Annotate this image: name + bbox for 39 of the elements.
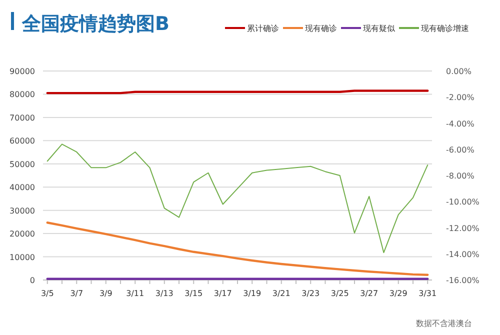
x-tick-label: 3/21 — [272, 289, 290, 298]
x-tick-label: 3/23 — [302, 289, 320, 298]
y-tick-label: 50000 — [10, 160, 35, 169]
x-tick-label: 3/17 — [214, 289, 232, 298]
y-tick-label: 90000 — [10, 67, 35, 76]
y-tick-label: 70000 — [10, 113, 35, 122]
y2-tick-label: -16.00% — [446, 276, 480, 285]
y-tick-label: 80000 — [10, 90, 35, 100]
x-tick-label: 3/9 — [99, 289, 112, 298]
y-tick-label: 60000 — [10, 136, 35, 146]
y2-tick-label: -4.00% — [446, 119, 475, 128]
y-tick-label: 10000 — [10, 252, 35, 262]
text: 数据不含港澳台 — [416, 319, 472, 328]
x-tick-label: 3/5 — [40, 289, 54, 298]
y-tick-label: 40000 — [10, 183, 35, 192]
y-tick-label: 30000 — [10, 206, 35, 216]
x-tick-label: 3/25 — [330, 289, 349, 298]
x-tick-label: 3/13 — [155, 289, 174, 298]
y2-tick-label: -10.00% — [446, 198, 480, 207]
y2-tick-label: -2.00% — [446, 93, 475, 102]
x-tick-label: 3/29 — [389, 289, 408, 298]
y2-tick-label: -6.00% — [446, 145, 475, 154]
y-tick-label: 0 — [30, 276, 35, 285]
x-tick-label: 3/7 — [70, 289, 84, 298]
x-tick-label: 3/11 — [126, 289, 144, 298]
legend-label: 累计确诊 — [247, 24, 279, 33]
y-tick-label: 20000 — [10, 230, 35, 239]
x-tick-label: 3/19 — [243, 289, 262, 298]
x-tick-label: 3/31 — [418, 289, 437, 298]
legend-label: 现有确诊 — [305, 24, 337, 33]
x-tick-label: 3/27 — [360, 289, 378, 298]
legend-label: 现有确诊增速 — [421, 24, 469, 33]
y2-tick-label: -14.00% — [446, 250, 480, 259]
y2-tick-label: -8.00% — [446, 172, 475, 180]
chart-title: 全国疫情趋势图B — [21, 13, 170, 35]
x-tick-label: 3/15 — [184, 289, 203, 298]
y2-tick-label: 0.00% — [446, 67, 472, 76]
y2-tick-label: -12.00% — [446, 224, 480, 233]
legend-label: 现有疑似 — [363, 24, 396, 33]
